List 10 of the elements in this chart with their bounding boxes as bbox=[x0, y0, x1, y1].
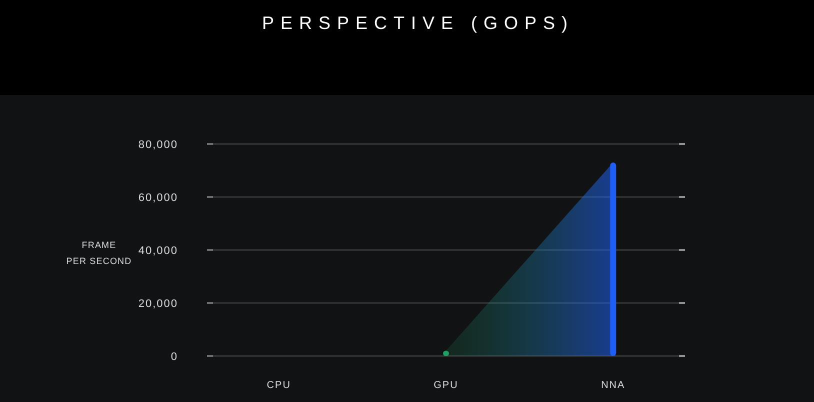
y-tick-label: 80,000 bbox=[138, 138, 178, 151]
x-tick-label: NNA bbox=[601, 380, 626, 391]
x-tick-label: GPU bbox=[434, 380, 458, 391]
y-tick-label: 0 bbox=[170, 350, 178, 363]
y-tick-label: 40,000 bbox=[138, 244, 178, 257]
y-tick-label: 20,000 bbox=[138, 298, 178, 310]
x-tick-label: CPU bbox=[266, 380, 291, 391]
chart-title: PERSPECTIVE (GOPS) bbox=[262, 13, 574, 33]
y-axis-title: FRAME PER SECOND bbox=[66, 240, 132, 266]
y-tick-label: 60,000 bbox=[138, 192, 178, 204]
